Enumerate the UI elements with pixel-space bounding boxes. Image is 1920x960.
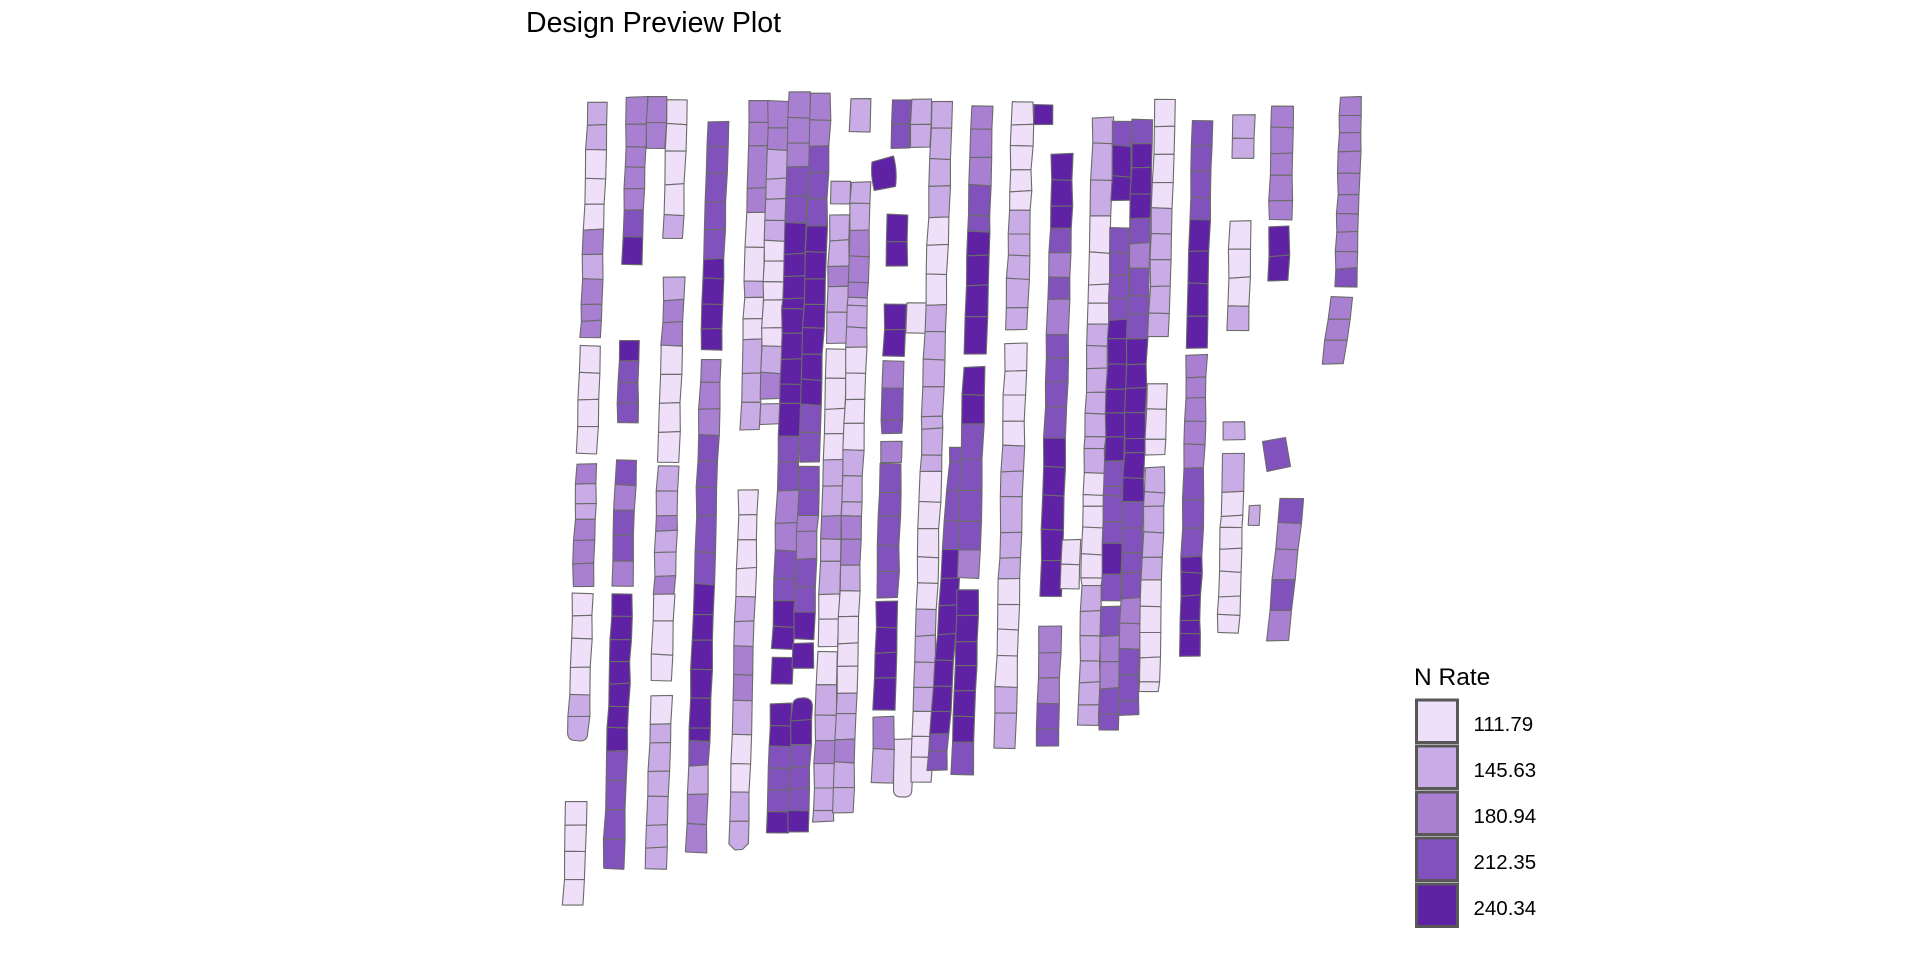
svg-text:145.63: 145.63 xyxy=(1474,759,1537,782)
svg-text:N Rate: N Rate xyxy=(1414,664,1490,691)
svg-text:180.94: 180.94 xyxy=(1474,805,1537,828)
svg-text:111.79: 111.79 xyxy=(1474,713,1534,736)
svg-text:240.34: 240.34 xyxy=(1474,897,1537,920)
svg-text:212.35: 212.35 xyxy=(1474,851,1537,874)
svg-text:Design Preview Plot: Design Preview Plot xyxy=(526,7,781,39)
